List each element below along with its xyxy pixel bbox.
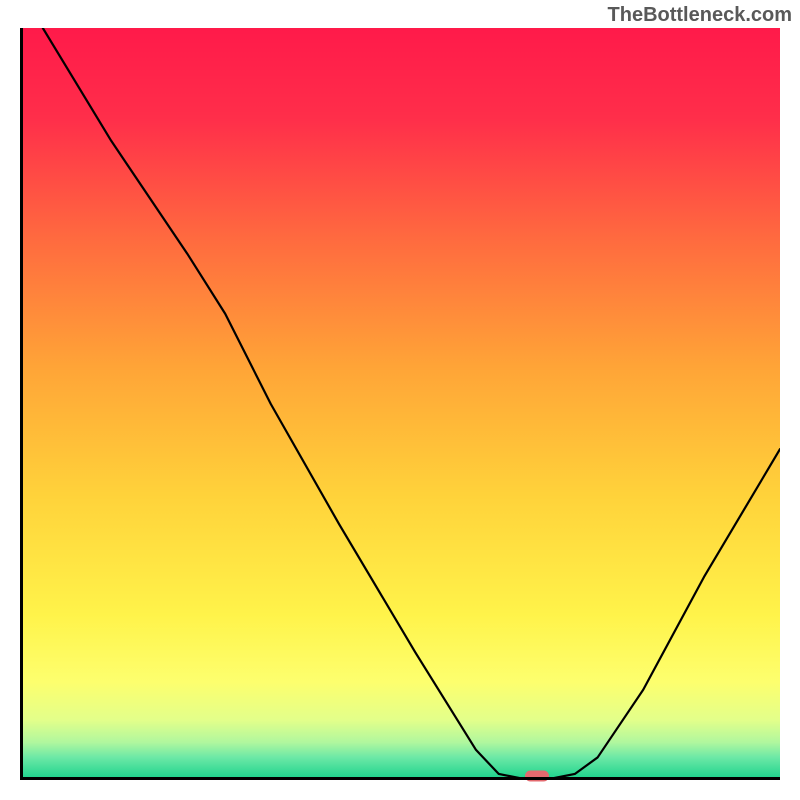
curve-layer [20, 28, 780, 780]
bottleneck-curve [43, 28, 780, 779]
chart-frame: TheBottleneck.com [0, 0, 800, 800]
optimal-point-marker [525, 771, 549, 782]
plot-area [20, 28, 780, 780]
attribution-text: TheBottleneck.com [608, 4, 792, 27]
